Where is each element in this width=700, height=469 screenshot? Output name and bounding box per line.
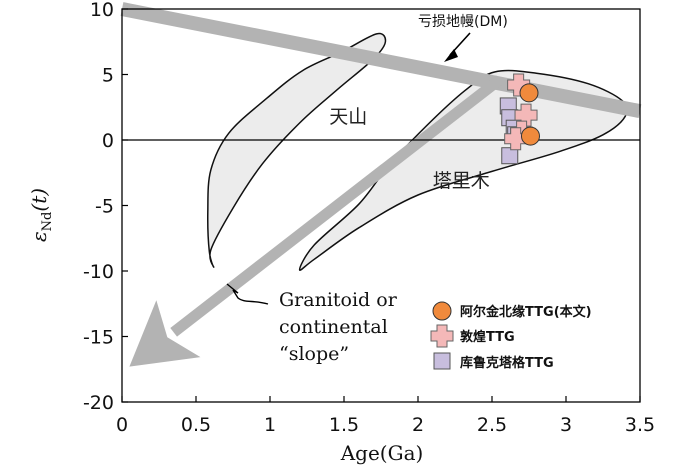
y-tick-label: -5 bbox=[95, 196, 114, 218]
y-tick-label: 0 bbox=[102, 130, 114, 152]
y-axis-title: εNd(t) bbox=[27, 188, 55, 242]
y-tick-label: -20 bbox=[83, 392, 114, 414]
axis-ticks: 0 0.5 1 1.5 2 2.5 3 3.5 10 5 0 -5 -10 -15 -20 bbox=[83, 0, 655, 436]
dm-evolution-line bbox=[120, 2, 642, 119]
granitoid-label-line-1: Granitoid or bbox=[279, 289, 398, 311]
dm-pointer-arrowhead bbox=[444, 49, 458, 62]
x-tick-label: 2.5 bbox=[477, 414, 507, 436]
y-tick-label: 5 bbox=[102, 65, 114, 87]
trend-arrows bbox=[120, 2, 642, 367]
crust-evolution-arrowhead bbox=[129, 300, 201, 367]
region-label-tarim: 塔里木 bbox=[433, 170, 490, 192]
y-axis-symbol: ε bbox=[27, 231, 51, 242]
data-points bbox=[499, 73, 540, 165]
data-point-circle-0 bbox=[519, 83, 539, 103]
region-label-tianshan: 天山 bbox=[329, 106, 367, 128]
granitoid-pointer-squiggle bbox=[226, 283, 269, 305]
legend-marker-kuruktag bbox=[433, 352, 451, 370]
y-axis-argument: (t) bbox=[27, 188, 51, 212]
granitoid-label-line-3: “slope” bbox=[279, 343, 349, 365]
legend-marker-dunhuang bbox=[430, 324, 454, 348]
data-point-circle-1 bbox=[520, 126, 540, 146]
x-tick-label: 0 bbox=[116, 414, 128, 436]
legend: 阿尔金北缘TTG(本文) 敦煌TTG 库鲁克塔格TTG bbox=[430, 301, 592, 371]
x-axis-title: Age(Ga) bbox=[340, 441, 424, 465]
x-tick-label: 1.5 bbox=[329, 414, 359, 436]
legend-marker-altun bbox=[432, 301, 452, 321]
x-tick-label: 2 bbox=[412, 414, 424, 436]
y-tick-label: -15 bbox=[83, 327, 114, 349]
x-tick-label: 3.5 bbox=[625, 414, 655, 436]
x-tick-label: 3 bbox=[560, 414, 572, 436]
legend-label-altun: 阿尔金北缘TTG(本文) bbox=[460, 304, 592, 320]
x-tick-label: 0.5 bbox=[181, 414, 211, 436]
data-point-square-4 bbox=[501, 147, 519, 165]
legend-label-kuruktag: 库鲁克塔格TTG bbox=[460, 355, 554, 371]
crust-evolution-arrow-shaft bbox=[170, 75, 503, 337]
x-tick-label: 1 bbox=[264, 414, 276, 436]
y-axis-subscript: Nd bbox=[40, 212, 55, 232]
data-point-cross-1 bbox=[514, 103, 538, 127]
granitoid-label-line-2: continental bbox=[279, 316, 388, 338]
legend-label-dunhuang: 敦煌TTG bbox=[460, 329, 515, 345]
dm-line-label: 亏损地幔(DM) bbox=[418, 14, 508, 30]
data-point-cross-3 bbox=[504, 127, 528, 151]
y-tick-label: -10 bbox=[83, 261, 114, 283]
y-tick-label: 10 bbox=[90, 0, 114, 21]
